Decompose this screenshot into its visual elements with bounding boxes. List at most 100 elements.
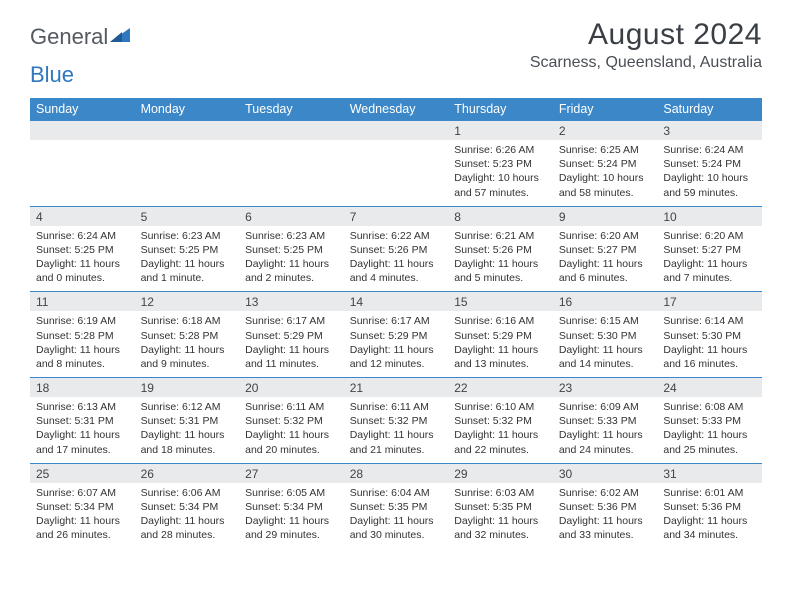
day-body: Sunrise: 6:04 AMSunset: 5:35 PMDaylight:… <box>344 483 449 549</box>
calendar-cell: 8Sunrise: 6:21 AMSunset: 5:26 PMDaylight… <box>448 206 553 292</box>
calendar-cell: 26Sunrise: 6:06 AMSunset: 5:34 PMDayligh… <box>135 463 240 548</box>
sunrise-text: Sunrise: 6:09 AM <box>559 400 652 414</box>
day-number-band: 5 <box>135 207 240 226</box>
day-body: Sunrise: 6:06 AMSunset: 5:34 PMDaylight:… <box>135 483 240 549</box>
sunset-text: Sunset: 5:29 PM <box>245 329 338 343</box>
daylight-text: Daylight: 11 hours and 4 minutes. <box>350 257 443 285</box>
day-number-band: 15 <box>448 292 553 311</box>
calendar-cell: 11Sunrise: 6:19 AMSunset: 5:28 PMDayligh… <box>30 292 135 378</box>
sunset-text: Sunset: 5:24 PM <box>559 157 652 171</box>
calendar-cell: 18Sunrise: 6:13 AMSunset: 5:31 PMDayligh… <box>30 378 135 464</box>
sunset-text: Sunset: 5:34 PM <box>245 500 338 514</box>
day-number-band: 12 <box>135 292 240 311</box>
daylight-text: Daylight: 11 hours and 6 minutes. <box>559 257 652 285</box>
sunrise-text: Sunrise: 6:15 AM <box>559 314 652 328</box>
sunset-text: Sunset: 5:26 PM <box>454 243 547 257</box>
calendar-cell: 30Sunrise: 6:02 AMSunset: 5:36 PMDayligh… <box>553 463 658 548</box>
daylight-text: Daylight: 11 hours and 0 minutes. <box>36 257 129 285</box>
sunset-text: Sunset: 5:31 PM <box>36 414 129 428</box>
daylight-text: Daylight: 11 hours and 18 minutes. <box>141 428 234 456</box>
sunset-text: Sunset: 5:30 PM <box>663 329 756 343</box>
day-number-band <box>30 121 135 140</box>
sunrise-text: Sunrise: 6:23 AM <box>245 229 338 243</box>
title-block: August 2024 Scarness, Queensland, Austra… <box>530 18 762 72</box>
sunrise-text: Sunrise: 6:01 AM <box>663 486 756 500</box>
sunset-text: Sunset: 5:23 PM <box>454 157 547 171</box>
sunset-text: Sunset: 5:26 PM <box>350 243 443 257</box>
month-title: August 2024 <box>530 18 762 52</box>
sunrise-text: Sunrise: 6:20 AM <box>663 229 756 243</box>
day-body: Sunrise: 6:24 AMSunset: 5:24 PMDaylight:… <box>657 140 762 206</box>
day-body: Sunrise: 6:07 AMSunset: 5:34 PMDaylight:… <box>30 483 135 549</box>
daylight-text: Daylight: 11 hours and 24 minutes. <box>559 428 652 456</box>
sunset-text: Sunset: 5:24 PM <box>663 157 756 171</box>
sunrise-text: Sunrise: 6:13 AM <box>36 400 129 414</box>
sunrise-text: Sunrise: 6:17 AM <box>245 314 338 328</box>
day-number-band <box>239 121 344 140</box>
daylight-text: Daylight: 11 hours and 13 minutes. <box>454 343 547 371</box>
day-number-band: 1 <box>448 121 553 140</box>
sunrise-text: Sunrise: 6:07 AM <box>36 486 129 500</box>
day-body: Sunrise: 6:16 AMSunset: 5:29 PMDaylight:… <box>448 311 553 377</box>
dow-header-row: Sunday Monday Tuesday Wednesday Thursday… <box>30 98 762 121</box>
day-body: Sunrise: 6:11 AMSunset: 5:32 PMDaylight:… <box>239 397 344 463</box>
day-number-band: 20 <box>239 378 344 397</box>
day-number-band: 18 <box>30 378 135 397</box>
day-body: Sunrise: 6:05 AMSunset: 5:34 PMDaylight:… <box>239 483 344 549</box>
calendar-cell <box>344 121 449 207</box>
daylight-text: Daylight: 11 hours and 28 minutes. <box>141 514 234 542</box>
dow-wednesday: Wednesday <box>344 98 449 121</box>
daylight-text: Daylight: 11 hours and 29 minutes. <box>245 514 338 542</box>
sunset-text: Sunset: 5:30 PM <box>559 329 652 343</box>
day-body: Sunrise: 6:09 AMSunset: 5:33 PMDaylight:… <box>553 397 658 463</box>
sunrise-text: Sunrise: 6:17 AM <box>350 314 443 328</box>
sunset-text: Sunset: 5:28 PM <box>141 329 234 343</box>
dow-thursday: Thursday <box>448 98 553 121</box>
calendar-cell <box>30 121 135 207</box>
day-number-band: 31 <box>657 464 762 483</box>
calendar-cell: 12Sunrise: 6:18 AMSunset: 5:28 PMDayligh… <box>135 292 240 378</box>
day-number-band: 10 <box>657 207 762 226</box>
sunset-text: Sunset: 5:28 PM <box>36 329 129 343</box>
day-number-band: 25 <box>30 464 135 483</box>
daylight-text: Daylight: 11 hours and 34 minutes. <box>663 514 756 542</box>
daylight-text: Daylight: 11 hours and 9 minutes. <box>141 343 234 371</box>
day-body: Sunrise: 6:20 AMSunset: 5:27 PMDaylight:… <box>553 226 658 292</box>
day-body: Sunrise: 6:08 AMSunset: 5:33 PMDaylight:… <box>657 397 762 463</box>
day-body <box>30 140 135 198</box>
day-number-band: 21 <box>344 378 449 397</box>
day-number-band: 23 <box>553 378 658 397</box>
day-body: Sunrise: 6:19 AMSunset: 5:28 PMDaylight:… <box>30 311 135 377</box>
day-number-band: 17 <box>657 292 762 311</box>
calendar-cell: 28Sunrise: 6:04 AMSunset: 5:35 PMDayligh… <box>344 463 449 548</box>
calendar-cell <box>135 121 240 207</box>
logo-triangle-icon <box>110 24 132 50</box>
calendar-week-row: 25Sunrise: 6:07 AMSunset: 5:34 PMDayligh… <box>30 463 762 548</box>
day-body: Sunrise: 6:23 AMSunset: 5:25 PMDaylight:… <box>239 226 344 292</box>
daylight-text: Daylight: 11 hours and 20 minutes. <box>245 428 338 456</box>
day-number-band: 2 <box>553 121 658 140</box>
calendar-cell: 6Sunrise: 6:23 AMSunset: 5:25 PMDaylight… <box>239 206 344 292</box>
dow-tuesday: Tuesday <box>239 98 344 121</box>
calendar-table: Sunday Monday Tuesday Wednesday Thursday… <box>30 98 762 548</box>
day-body: Sunrise: 6:14 AMSunset: 5:30 PMDaylight:… <box>657 311 762 377</box>
calendar-cell: 2Sunrise: 6:25 AMSunset: 5:24 PMDaylight… <box>553 121 658 207</box>
calendar-week-row: 1Sunrise: 6:26 AMSunset: 5:23 PMDaylight… <box>30 121 762 207</box>
sunrise-text: Sunrise: 6:14 AM <box>663 314 756 328</box>
day-body: Sunrise: 6:23 AMSunset: 5:25 PMDaylight:… <box>135 226 240 292</box>
day-body: Sunrise: 6:15 AMSunset: 5:30 PMDaylight:… <box>553 311 658 377</box>
day-number-band: 26 <box>135 464 240 483</box>
sunset-text: Sunset: 5:32 PM <box>350 414 443 428</box>
day-number-band: 19 <box>135 378 240 397</box>
day-body: Sunrise: 6:24 AMSunset: 5:25 PMDaylight:… <box>30 226 135 292</box>
sunrise-text: Sunrise: 6:20 AM <box>559 229 652 243</box>
sunrise-text: Sunrise: 6:22 AM <box>350 229 443 243</box>
calendar-cell: 29Sunrise: 6:03 AMSunset: 5:35 PMDayligh… <box>448 463 553 548</box>
sunrise-text: Sunrise: 6:24 AM <box>36 229 129 243</box>
day-number-band: 9 <box>553 207 658 226</box>
sunset-text: Sunset: 5:29 PM <box>454 329 547 343</box>
calendar-cell: 3Sunrise: 6:24 AMSunset: 5:24 PMDaylight… <box>657 121 762 207</box>
daylight-text: Daylight: 10 hours and 58 minutes. <box>559 171 652 199</box>
calendar-cell: 23Sunrise: 6:09 AMSunset: 5:33 PMDayligh… <box>553 378 658 464</box>
sunrise-text: Sunrise: 6:02 AM <box>559 486 652 500</box>
